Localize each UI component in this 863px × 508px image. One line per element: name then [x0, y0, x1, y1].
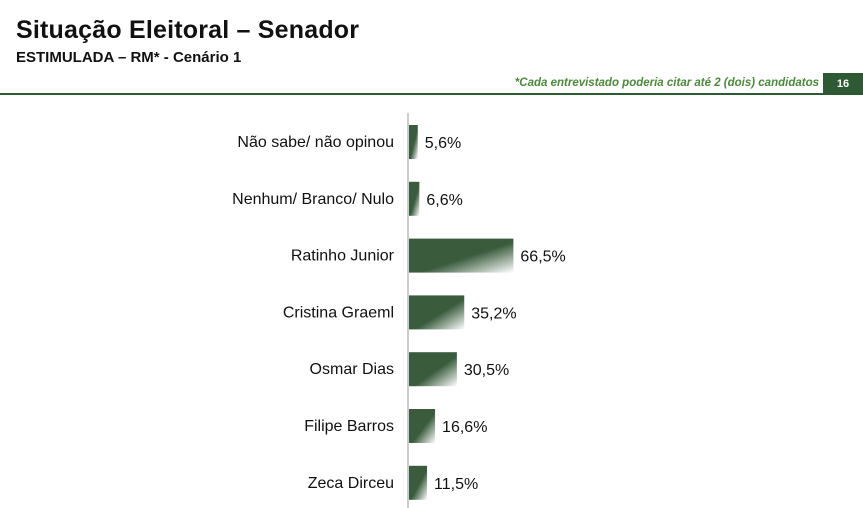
data-label: 66,5%: [520, 249, 565, 266]
page-number: 16: [836, 78, 850, 90]
bar: [409, 181, 420, 216]
data-label: 11,5%: [434, 476, 478, 493]
bar: [409, 465, 428, 500]
header-divider: [0, 93, 863, 95]
data-label: 16,6%: [442, 419, 487, 436]
data-label: 30,5%: [464, 362, 509, 379]
category-label: Filipe Barros: [304, 418, 394, 435]
category-label: Ratinho Junior: [291, 248, 395, 265]
category-label: Osmar Dias: [310, 361, 394, 378]
bar: [409, 352, 457, 387]
category-label: Não sabe/ não opinou: [237, 134, 394, 151]
page-number-badge: 16: [823, 73, 863, 95]
category-label: Cristina Graeml: [283, 304, 394, 321]
bar: [409, 409, 436, 443]
data-label: 35,2%: [471, 305, 516, 322]
bar: [409, 125, 418, 159]
data-label: 6,6%: [426, 192, 462, 209]
bar: [409, 295, 465, 330]
category-label: Nenhum/ Branco/ Nulo: [232, 191, 394, 208]
data-label: 5,6%: [425, 135, 461, 152]
footnote: *Cada entrevistado poderia citar até 2 (…: [514, 77, 819, 89]
category-label: Zeca Dirceu: [308, 475, 394, 492]
bar: [409, 238, 514, 273]
page-title: Situação Eleitoral – Senador: [16, 16, 360, 44]
page-subtitle: ESTIMULADA – RM* - Cenário 1: [16, 49, 242, 66]
